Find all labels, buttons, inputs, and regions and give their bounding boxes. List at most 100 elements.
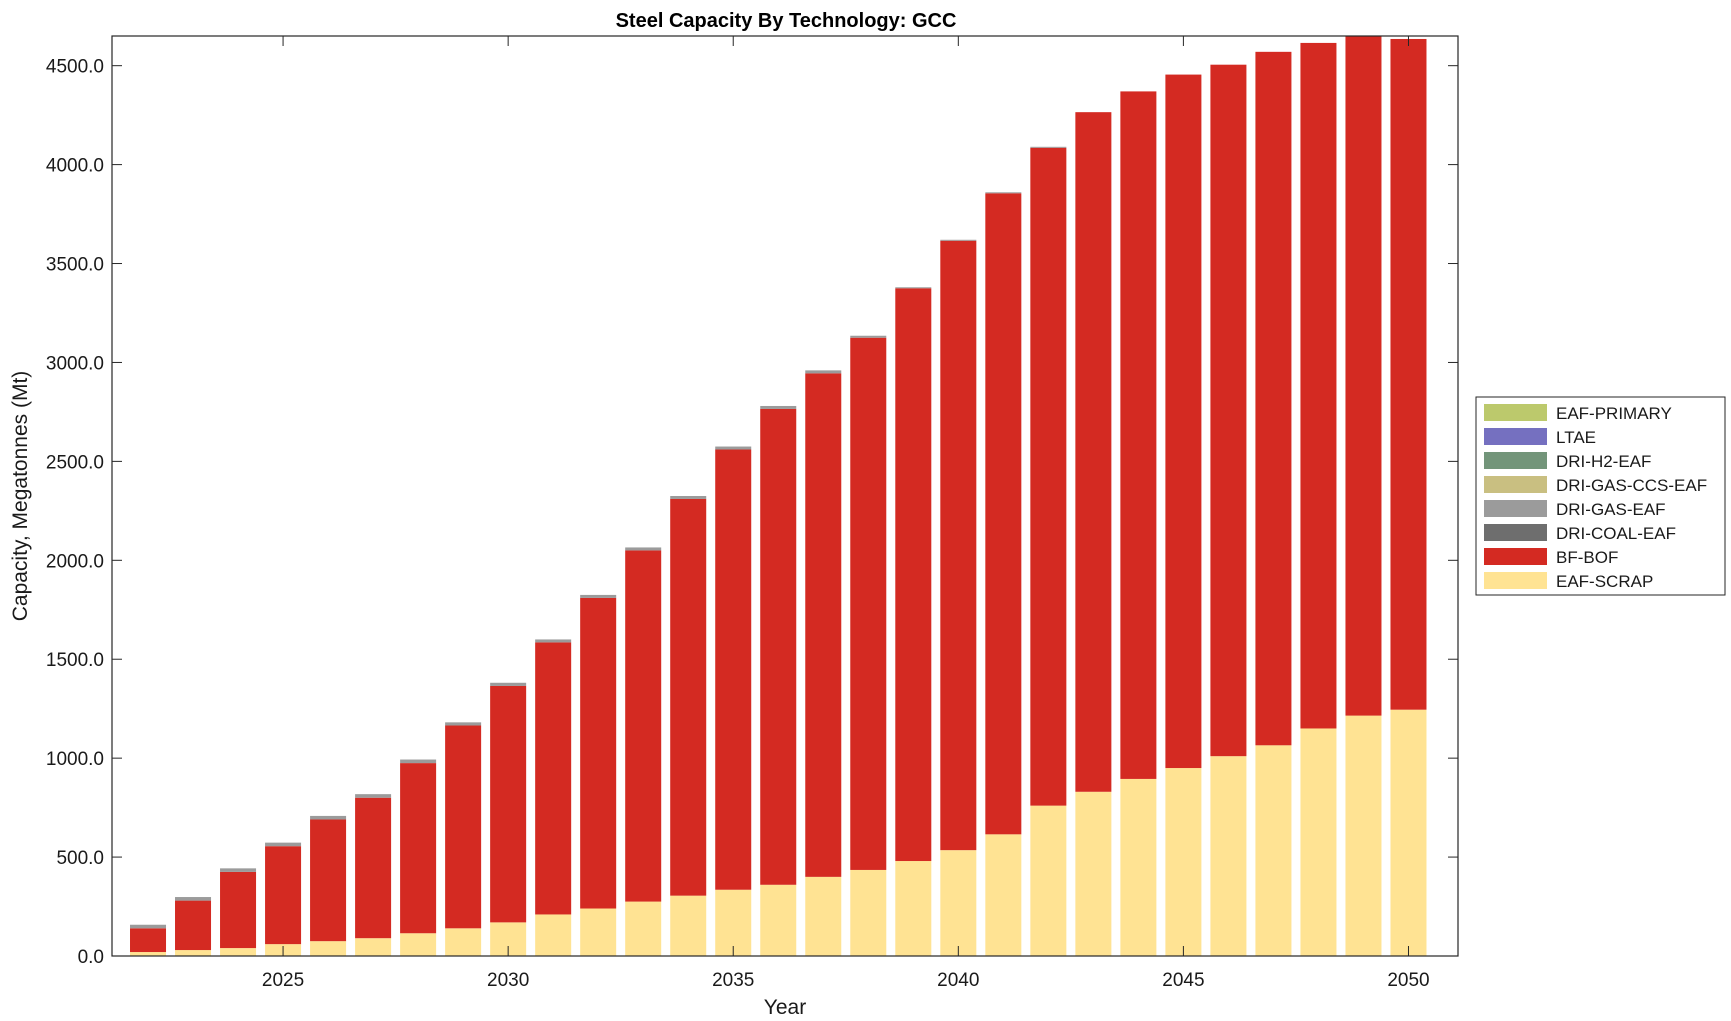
legend-label-bf-bof: BF-BOF <box>1556 548 1618 567</box>
bar-dri-gas-eaf-2030 <box>490 682 527 686</box>
bar-bf-bof-2026 <box>310 819 347 942</box>
bar-eaf-scrap-2024 <box>220 948 257 956</box>
bar-eaf-scrap-2043 <box>1075 791 1112 956</box>
legend-swatch-eaf-scrap <box>1484 572 1547 589</box>
bar-bf-bof-2023 <box>175 900 212 951</box>
bar-eaf-scrap-2028 <box>400 933 437 956</box>
y-tick-label: 2000.0 <box>46 551 104 572</box>
y-tick-labels: 0.0 500.0 1000.0 1500.0 2000.0 2500.0 3000.0 35… <box>46 57 104 968</box>
y-tick-label: 1500.0 <box>46 650 104 671</box>
x-tick-label: 2045 <box>1162 970 1204 991</box>
bar-eaf-scrap-2041 <box>985 834 1022 956</box>
bar-eaf-scrap-2042 <box>1030 805 1067 956</box>
bar-bf-bof-2047 <box>1255 51 1292 746</box>
bar-eaf-scrap-2044 <box>1120 778 1157 956</box>
bar-dri-gas-eaf-2023 <box>175 897 212 901</box>
bar-bf-bof-2042 <box>1030 147 1067 806</box>
bar-eaf-scrap-2027 <box>355 938 392 956</box>
bar-dri-gas-eaf-2031 <box>535 639 572 643</box>
bar-eaf-scrap-2026 <box>310 941 347 956</box>
bar-dri-gas-eaf-2040 <box>940 239 977 241</box>
bar-eaf-scrap-2029 <box>445 928 482 956</box>
bar-bf-bof-2037 <box>805 373 842 877</box>
bar-dri-gas-eaf-2026 <box>310 815 347 820</box>
bar-dri-gas-eaf-2036 <box>760 405 797 409</box>
bar-dri-gas-eaf-2028 <box>400 759 437 764</box>
bar-bf-bof-2048 <box>1300 42 1337 729</box>
bar-dri-gas-eaf-2027 <box>355 794 392 798</box>
bar-dri-gas-eaf-2035 <box>715 446 752 450</box>
ticks-layer <box>112 36 1458 957</box>
bar-bf-bof-2028 <box>400 763 437 934</box>
legend-label-dri-coal-eaf: DRI-COAL-EAF <box>1556 524 1676 543</box>
legend-swatch-dri-gas-ccs-eaf <box>1484 476 1547 493</box>
bar-dri-gas-eaf-2022 <box>130 924 167 929</box>
legend: EAF-PRIMARY LTAE DRI-H2-EAF DRI-GAS-CCS-EAF… <box>1475 396 1726 596</box>
y-tick-label: 3500.0 <box>46 255 104 276</box>
legend-label-eaf-primary: EAF-PRIMARY <box>1556 404 1672 423</box>
y-tick-label: 3000.0 <box>46 353 104 374</box>
legend-swatch-dri-gas-eaf <box>1484 500 1547 517</box>
bar-bf-bof-2039 <box>895 288 932 862</box>
legend-swatch-dri-h2-eaf <box>1484 452 1547 469</box>
bar-dri-gas-eaf-2038 <box>850 335 887 338</box>
x-tick-label: 2025 <box>262 970 304 991</box>
y-tick-label: 4000.0 <box>46 156 104 177</box>
bar-eaf-scrap-2023 <box>175 950 212 956</box>
bar-eaf-scrap-2034 <box>670 895 707 956</box>
bar-eaf-scrap-2035 <box>715 889 752 956</box>
bar-bf-bof-2022 <box>130 928 167 953</box>
bar-dri-gas-eaf-2033 <box>625 547 662 551</box>
y-tick-label: 500.0 <box>56 848 104 869</box>
bar-bf-bof-2024 <box>220 871 257 949</box>
bar-dri-gas-eaf-2032 <box>580 594 617 598</box>
bar-dri-gas-eaf-2042 <box>1030 146 1067 148</box>
plot-frame <box>111 35 1459 957</box>
bar-bf-bof-2036 <box>760 408 797 885</box>
bar-eaf-scrap-2022 <box>130 952 167 956</box>
bar-bf-bof-2032 <box>580 597 617 909</box>
y-tick-label: 4500.0 <box>46 57 104 78</box>
bar-dri-gas-eaf-2041 <box>985 192 1022 194</box>
bar-eaf-scrap-2045 <box>1165 768 1202 956</box>
chart-title: Steel Capacity By Technology: GCC <box>616 10 957 32</box>
bar-dri-gas-eaf-2024 <box>220 868 257 872</box>
bars-layer <box>130 36 1427 956</box>
bar-bf-bof-2038 <box>850 337 887 870</box>
legend-label-dri-gas-ccs-eaf: DRI-GAS-CCS-EAF <box>1556 476 1707 495</box>
bar-bf-bof-2043 <box>1075 112 1112 792</box>
bar-eaf-scrap-2032 <box>580 908 617 956</box>
bar-bf-bof-2027 <box>355 797 392 939</box>
legend-swatch-ltae <box>1484 428 1547 445</box>
bar-eaf-scrap-2040 <box>940 850 977 956</box>
bar-bf-bof-2046 <box>1210 64 1247 757</box>
x-tick-labels: 2025 2030 2035 2040 2045 2050 <box>262 970 1430 991</box>
bar-bf-bof-2034 <box>670 498 707 896</box>
bar-eaf-scrap-2050 <box>1390 709 1427 956</box>
bar-eaf-scrap-2036 <box>760 884 797 956</box>
legend-swatch-dri-coal-eaf <box>1484 524 1547 541</box>
bar-bf-bof-2049 <box>1345 36 1382 716</box>
bar-eaf-scrap-2046 <box>1210 756 1247 956</box>
x-tick-label: 2050 <box>1387 970 1429 991</box>
bar-dri-gas-eaf-2034 <box>670 496 707 499</box>
bar-bf-bof-2033 <box>625 550 662 902</box>
bar-eaf-scrap-2039 <box>895 861 932 956</box>
bar-bf-bof-2035 <box>715 449 752 890</box>
bar-eaf-scrap-2031 <box>535 914 572 956</box>
y-tick-label: 0.0 <box>78 947 104 968</box>
bar-eaf-scrap-2047 <box>1255 745 1292 956</box>
bar-bf-bof-2030 <box>490 685 527 923</box>
bar-bf-bof-2040 <box>940 240 977 851</box>
bar-bf-bof-2031 <box>535 642 572 915</box>
x-tick-label: 2030 <box>487 970 529 991</box>
bar-dri-gas-eaf-2029 <box>445 722 482 726</box>
x-axis-title: Year <box>764 996 806 1019</box>
legend-label-dri-gas-eaf: DRI-GAS-EAF <box>1556 500 1666 519</box>
bar-bf-bof-2044 <box>1120 91 1157 779</box>
x-tick-label: 2035 <box>712 970 754 991</box>
bar-bf-bof-2050 <box>1390 38 1427 710</box>
bar-eaf-scrap-2037 <box>805 876 842 956</box>
legend-label-ltae: LTAE <box>1556 428 1596 447</box>
